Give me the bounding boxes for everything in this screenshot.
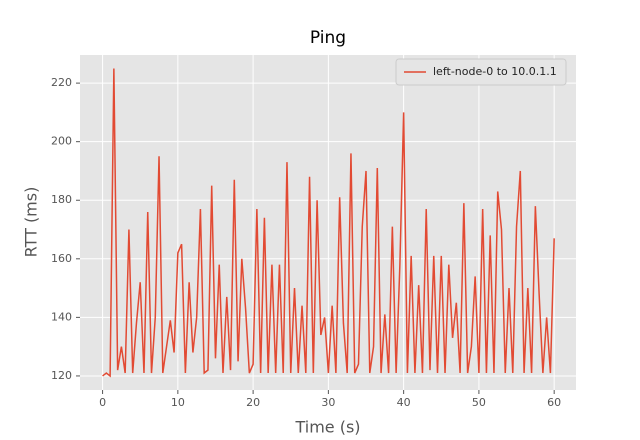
x-tick-label: 0 [99, 396, 106, 409]
x-tick-label: 10 [171, 396, 185, 409]
y-tick-label: 220 [51, 76, 72, 89]
x-tick-label: 40 [397, 396, 411, 409]
x-tick-label: 50 [472, 396, 486, 409]
y-axis-label: RTT (ms) [22, 187, 41, 258]
legend-label: left-node-0 to 10.0.1.1 [433, 65, 557, 78]
legend-box [395, 58, 567, 86]
y-tick-label: 180 [51, 193, 72, 206]
chart-title: Ping [310, 28, 346, 48]
y-tick-label: 200 [51, 135, 72, 148]
x-tick-label: 20 [246, 396, 260, 409]
x-tick-label: 60 [547, 396, 561, 409]
y-tick-label: 140 [51, 310, 72, 323]
x-tick-label: 30 [321, 396, 335, 409]
x-axis-label: Time (s) [294, 418, 360, 437]
line-series [102, 68, 555, 378]
y-tick-label: 120 [51, 369, 72, 382]
y-tick-label: 160 [51, 252, 72, 265]
